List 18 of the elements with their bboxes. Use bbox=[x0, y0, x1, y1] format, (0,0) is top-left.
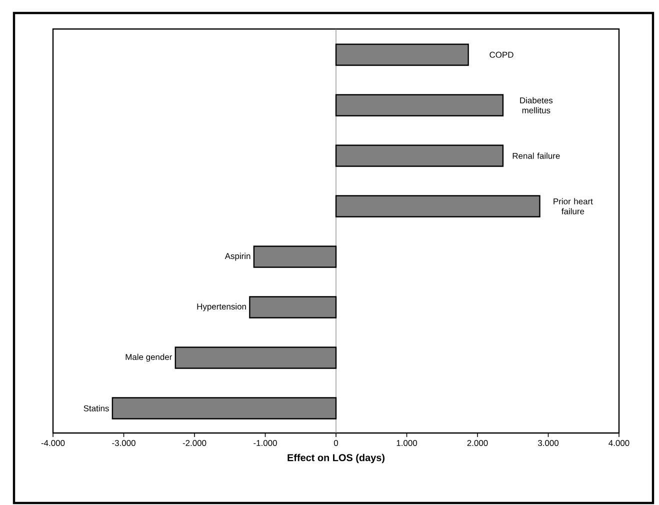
x-tick-label: 4.000 bbox=[608, 440, 630, 446]
y-tick-label: Aspirin bbox=[224, 252, 250, 261]
y-tick-label: Prior heart failure bbox=[554, 198, 593, 214]
x-tick-label: -2.000 bbox=[182, 440, 206, 446]
x-tick-label: 2.000 bbox=[467, 440, 488, 446]
x-tick-label: -4.000 bbox=[41, 440, 65, 446]
y-tick-label: Male gender bbox=[126, 354, 172, 362]
x-tick-label: 3.000 bbox=[538, 440, 559, 446]
x-tick-label: 0 bbox=[334, 440, 338, 446]
y-tick-label: Diabetes mellitus bbox=[520, 97, 553, 114]
x-tick-label: -3.000 bbox=[112, 440, 136, 446]
y-tick-label: Renal failure bbox=[512, 152, 560, 159]
y-tick-label: Hypertension bbox=[197, 303, 246, 312]
x-tick-label: 1.000 bbox=[396, 440, 418, 446]
y-tick-label: Statins bbox=[84, 405, 109, 412]
x-tick-label: -1.000 bbox=[254, 440, 277, 446]
x-axis-title: Effect on LOS (days) bbox=[288, 454, 384, 464]
y-tick-label: COPD bbox=[490, 52, 514, 58]
